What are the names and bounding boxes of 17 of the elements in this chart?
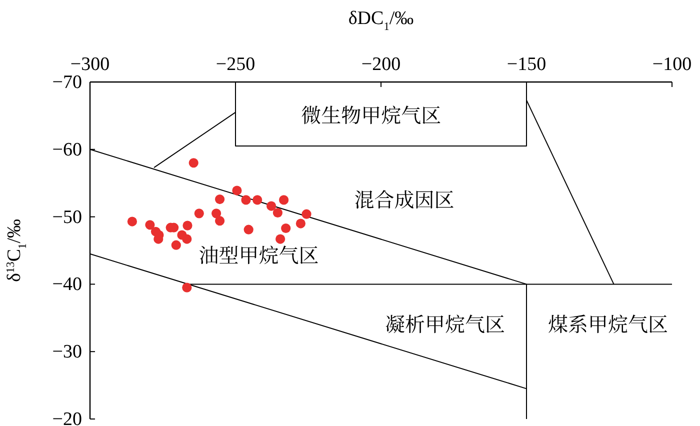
y-tick-label: −20: [52, 409, 82, 426]
annotation: 油型甲烷气区: [198, 240, 319, 269]
x-tick-label: −100: [652, 54, 692, 75]
annotation: 微生物甲烷气区: [301, 100, 442, 129]
y-tick-label: −70: [52, 72, 82, 93]
annotation: 凝析甲烷气区: [385, 308, 506, 338]
y-tick-label: −30: [52, 342, 82, 363]
x-axis-title: δDC$_{1}$/‰: [348, 8, 414, 33]
annotation: 混合成因区: [354, 184, 454, 213]
annotation: 煤系甲烷气区: [548, 308, 668, 338]
x-tick-label: −250: [216, 54, 256, 75]
y-tick-label: −40: [52, 274, 82, 296]
x-tick-label: −300: [70, 54, 110, 75]
y-tick-label: −50: [52, 206, 82, 228]
x-tick-label: −200: [361, 54, 401, 75]
y-tick-label: −60: [52, 139, 82, 160]
x-tick-label: −150: [506, 54, 546, 75]
